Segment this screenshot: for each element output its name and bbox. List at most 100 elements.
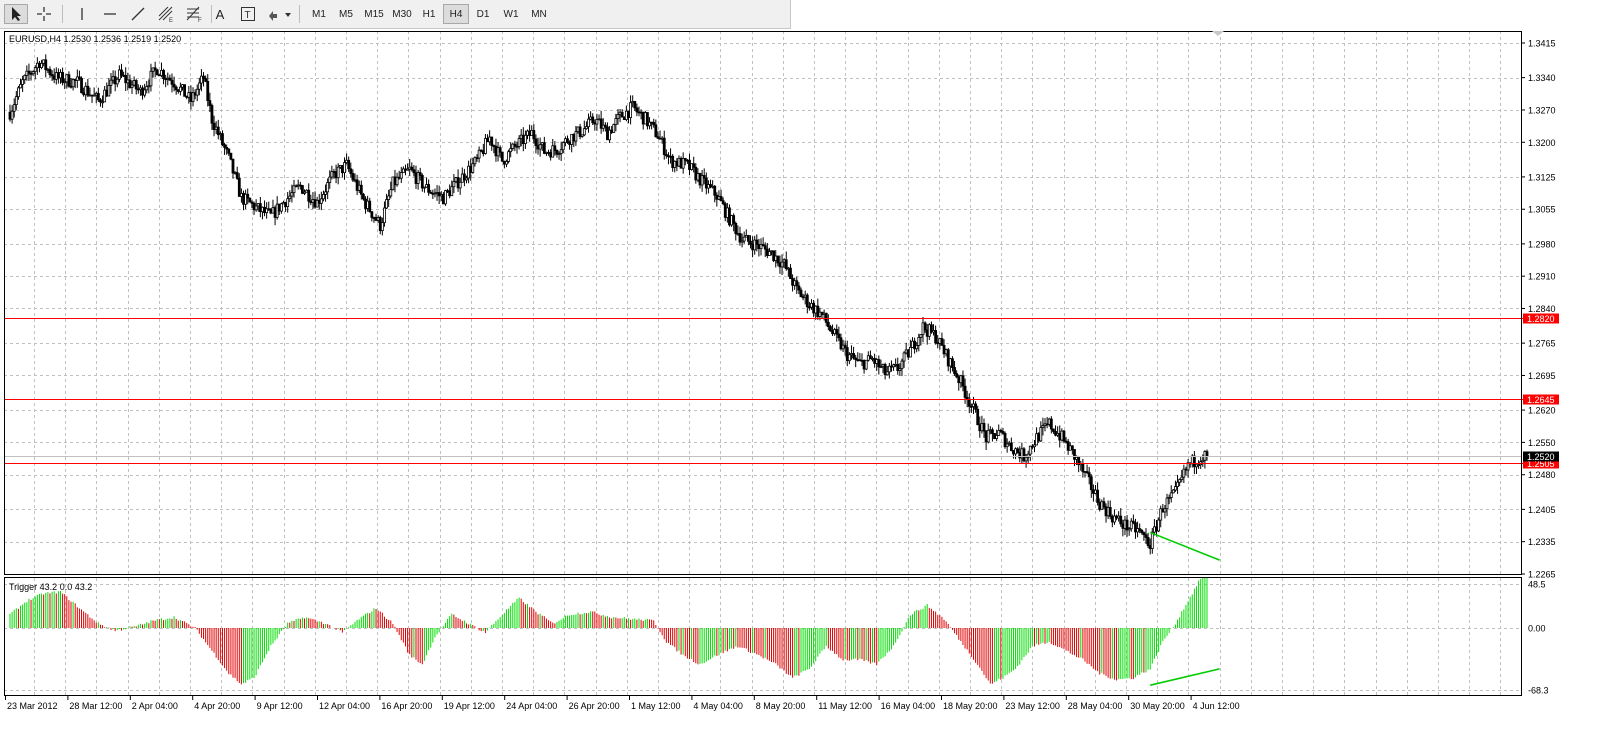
- candle-body: [1060, 430, 1064, 441]
- text-label-tool-button[interactable]: T: [236, 4, 260, 24]
- time-tick-label: 23 Mar 2012: [7, 701, 58, 711]
- time-tick-label: 4 May 04:00: [693, 701, 743, 711]
- candle-body: [854, 357, 858, 361]
- timeframe-m15-button[interactable]: M15: [364, 8, 384, 20]
- timeframe-m1-button[interactable]: M1: [312, 8, 326, 20]
- candle-body: [408, 166, 412, 170]
- timeframe-mn-button[interactable]: MN: [531, 8, 547, 20]
- candle-body: [789, 267, 792, 279]
- candle-body: [538, 144, 542, 150]
- timeframe-m5-button[interactable]: M5: [339, 8, 353, 20]
- candle-body: [294, 185, 298, 188]
- candle-body: [629, 102, 632, 118]
- candle-body: [927, 324, 931, 337]
- horizontal-line-tool-button[interactable]: [98, 4, 122, 24]
- candle-body: [736, 233, 740, 235]
- candle-body: [1045, 423, 1049, 426]
- candle-body: [1018, 452, 1022, 459]
- candle-body: [749, 240, 752, 245]
- candle-body: [991, 429, 994, 434]
- candle-body: [633, 101, 637, 109]
- candle-body: [1167, 497, 1171, 499]
- candle-body: [660, 137, 664, 140]
- candle-body: [601, 124, 605, 129]
- level-price-label: 1.2645: [1527, 395, 1555, 405]
- crosshair-icon: [37, 7, 51, 21]
- candle-body: [338, 165, 342, 168]
- candle-body: [677, 157, 681, 167]
- text-icon: A: [215, 6, 225, 22]
- text-tool-button[interactable]: A: [208, 4, 232, 24]
- candle-body: [1174, 486, 1177, 491]
- candle-body: [1096, 489, 1100, 503]
- price-tick-label: 1.3270: [1528, 105, 1556, 115]
- candle-body: [1081, 463, 1085, 473]
- chart-window[interactable]: 1.2820 1.2645 1.2505 1.2520 1.3415 1.3340 1.3…: [4, 31, 1596, 726]
- candle-body: [940, 338, 944, 346]
- timeframe-h4-button[interactable]: H4: [443, 4, 469, 24]
- toolbar-separator: [211, 5, 212, 23]
- candle-body: [149, 70, 153, 87]
- candle-body: [894, 363, 898, 366]
- candle-body: [1205, 451, 1209, 457]
- candle-body: [1092, 489, 1095, 494]
- candle-body: [551, 145, 555, 158]
- indicator-tick-label: -68.3: [1528, 686, 1549, 696]
- candle-body: [248, 197, 252, 203]
- time-tick-label: 8 May 20:00: [756, 701, 806, 711]
- candle-body: [494, 145, 498, 157]
- candle-body: [189, 92, 193, 102]
- candle-body: [435, 192, 439, 194]
- candle-body: [33, 67, 37, 72]
- candle-body: [252, 202, 256, 211]
- candle-body: [147, 85, 151, 88]
- indicator-axis: 48.5 0.00 -68.3: [1528, 580, 1549, 696]
- candle-body: [961, 375, 965, 387]
- crosshair-tool-button[interactable]: [32, 4, 56, 24]
- vertical-line-tool-button[interactable]: [70, 4, 94, 24]
- fibonacci-tool-button[interactable]: F: [182, 4, 206, 24]
- toolbar-separator: [62, 5, 63, 23]
- candle-body: [307, 189, 311, 202]
- candle-body: [509, 148, 513, 153]
- candle-body: [1052, 428, 1055, 432]
- candle-body: [265, 208, 269, 214]
- vertical-line-icon: [81, 8, 83, 20]
- candle-body: [932, 330, 935, 333]
- arrows-tool-button[interactable]: [264, 4, 294, 24]
- candle-body: [143, 89, 147, 96]
- candle-body: [639, 111, 643, 114]
- candle-body: [401, 168, 405, 173]
- candle-body: [974, 403, 977, 410]
- price-pane-border: [4, 31, 1522, 575]
- candle-body: [616, 114, 620, 119]
- candle-body: [1115, 515, 1118, 519]
- candle-body: [532, 129, 536, 140]
- candle-body: [1119, 515, 1123, 525]
- candle-body: [911, 340, 914, 348]
- candle-body: [1171, 489, 1175, 494]
- timeframe-w1-button[interactable]: W1: [503, 8, 519, 20]
- timeframe-m30-button[interactable]: M30: [392, 8, 412, 20]
- candle-body: [362, 193, 365, 200]
- cursor-tool-button[interactable]: [4, 4, 28, 24]
- candle-body: [528, 130, 532, 136]
- candle-body: [420, 175, 424, 189]
- candle-body: [829, 326, 832, 332]
- equidistant-channel-tool-button[interactable]: E: [154, 4, 178, 24]
- candle-body: [164, 78, 168, 81]
- candle-body: [930, 324, 933, 333]
- trendline-tool-button[interactable]: [126, 4, 150, 24]
- candle-body: [875, 359, 879, 364]
- candle-body: [19, 83, 22, 89]
- candle-body: [444, 190, 447, 205]
- price-tick-label: 1.3200: [1528, 138, 1556, 148]
- candle-body: [984, 430, 988, 443]
- candle-body: [80, 78, 83, 94]
- timeframe-h1-button[interactable]: H1: [422, 8, 436, 20]
- channel-icon: E: [158, 6, 173, 23]
- candle-body: [1197, 464, 1200, 467]
- timeframe-d1-button[interactable]: D1: [476, 8, 490, 20]
- candle-body: [597, 118, 601, 121]
